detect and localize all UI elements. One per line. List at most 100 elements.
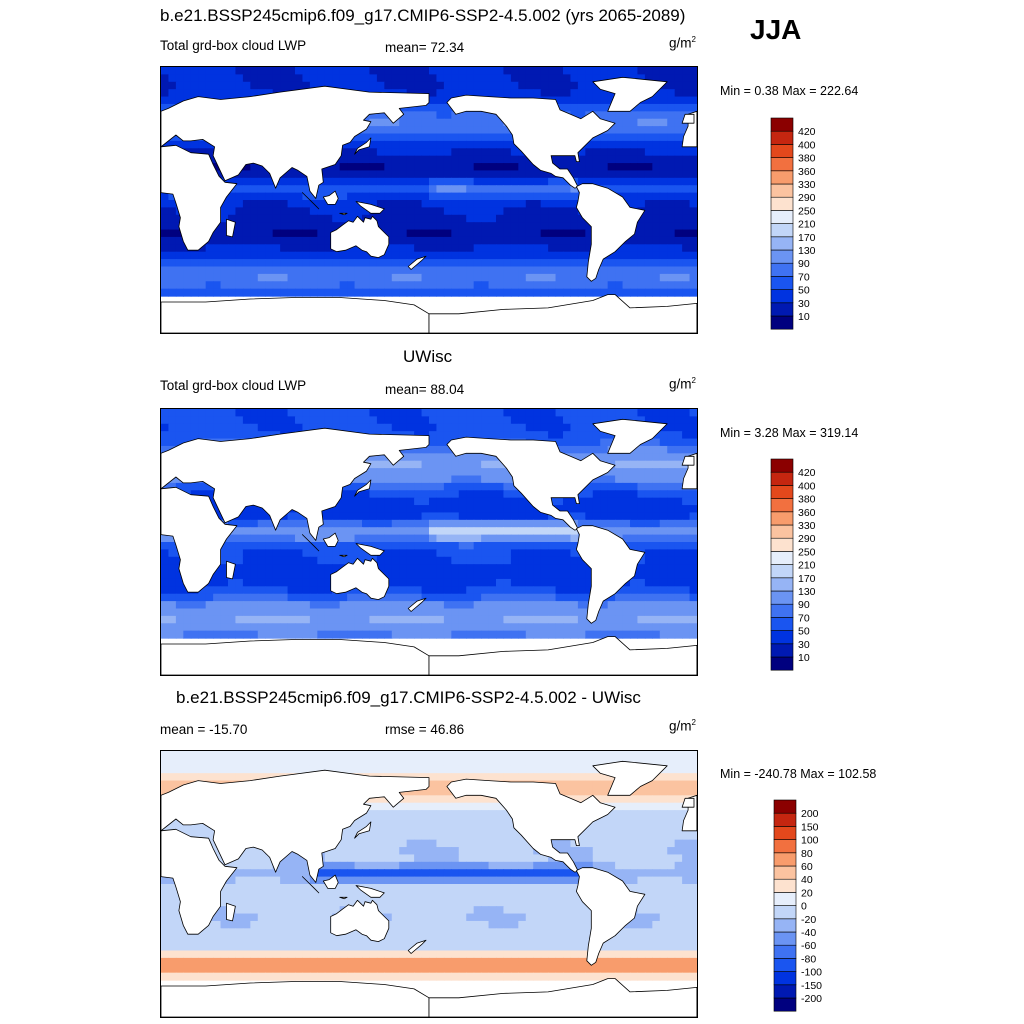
map-cell [429,787,438,796]
map-cell [451,200,460,208]
map-cell [436,482,445,491]
map-cell [265,74,274,83]
map-cell [339,170,348,179]
map-cell [667,423,676,432]
colorbar-tick-label: 30 [798,639,810,651]
map-cell [667,527,676,536]
map-cell [235,266,244,275]
map-cell [548,281,557,290]
map-cell [451,751,460,759]
map-cell [317,244,326,253]
map-cell [161,67,170,75]
map-cell [682,564,691,573]
map-cell [376,453,385,462]
map-cell [481,549,490,558]
map-cell [280,416,289,425]
map-cell [563,630,572,639]
map-cell [198,89,207,98]
map-cell [644,140,653,149]
map-cell [682,623,691,632]
map-cell [399,423,408,432]
map-cell [376,214,385,223]
map-cell [175,67,184,75]
map-cell [332,251,341,260]
map-cell [630,67,639,75]
map-cell [503,505,512,514]
map-cell [607,468,616,477]
map-cell [362,126,371,135]
map-cell [667,556,676,565]
map-cell [458,170,467,179]
map-cell [644,155,653,164]
map-cell [376,273,385,282]
map-cell [667,490,676,499]
map-cell [540,236,549,245]
map-cell [607,773,616,782]
land-outline [302,192,320,210]
map-cell [481,133,490,142]
map-cell [533,74,542,83]
map-cell [421,133,430,142]
map-cell [443,519,452,528]
map-cell [682,445,691,454]
map-cell [287,578,296,587]
map-cell [674,185,683,194]
map-cell [630,468,639,477]
map-cell [295,185,304,194]
map-cell [682,170,691,179]
map-cell [496,534,505,543]
map-cell [414,133,423,142]
map-cell [280,601,289,610]
map-cell [570,281,579,290]
map-cell [168,96,177,105]
map-cell [205,431,214,440]
map-cell [488,615,497,624]
map-cell [436,148,445,157]
map-cell [577,89,586,98]
map-cell [682,409,691,417]
map-cell [496,207,505,216]
map-cell [577,423,586,432]
map-cell [250,549,259,558]
map-cell [503,409,512,417]
map-cell [466,623,475,632]
map-cell [592,155,601,164]
land-outline [354,479,372,497]
map-cell [555,222,564,231]
map-cell [473,170,482,179]
map-cell [287,67,296,75]
map-cell [265,586,274,595]
map-cell [324,601,333,610]
map-cell [667,475,676,484]
map-cell [384,192,393,201]
map-cell [674,593,683,602]
map-cell [466,773,475,782]
map-cell [362,67,371,75]
map-cell [257,185,266,194]
map-cell [183,482,192,491]
map-cell [406,200,415,208]
map-cell [205,490,214,499]
map-cell [250,758,259,767]
map-cell [317,81,326,90]
map-cell [510,148,519,157]
map-cell [488,244,497,253]
map-cell [607,273,616,282]
map-cell [548,192,557,201]
map-cell [466,556,475,565]
map-cell [384,601,393,610]
map-cell [406,556,415,565]
map-cell [585,416,594,425]
map-cell [362,281,371,290]
map-cell [525,773,534,782]
map-cell [630,133,639,142]
map-cell [399,593,408,602]
map-cell [161,140,170,149]
map-cell [548,81,557,90]
map-cell [414,67,423,75]
map-cell [242,773,251,782]
map-cell [309,615,318,624]
map-cell [302,630,311,639]
map-cell [548,409,557,417]
map-cell [451,126,460,135]
